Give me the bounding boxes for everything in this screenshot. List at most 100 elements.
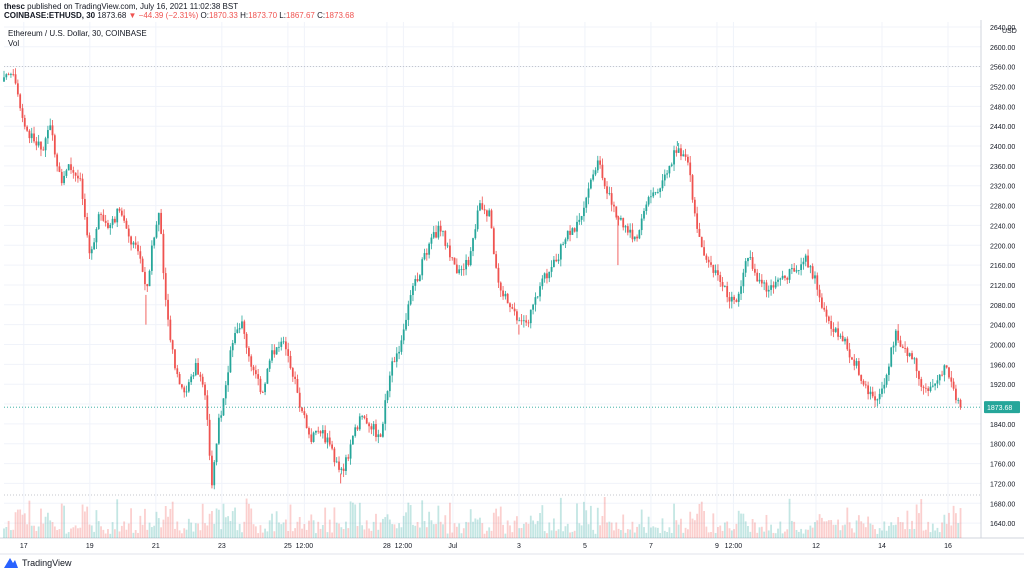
- candle-body: [726, 285, 729, 298]
- candle-body: [631, 229, 634, 240]
- volume-bar: [640, 509, 643, 538]
- close-value: 1873.68: [325, 11, 355, 20]
- candle-body: [67, 164, 70, 171]
- candle-body: [266, 368, 269, 384]
- volume-bar: [613, 530, 615, 538]
- volume-bar: [7, 520, 10, 538]
- volume-bar: [215, 508, 218, 538]
- x-tick-label: 23: [218, 543, 226, 550]
- volume-bar: [802, 533, 805, 538]
- volume-bar: [666, 532, 669, 538]
- candle-body: [728, 297, 731, 302]
- candle-body: [950, 377, 953, 382]
- volume-bar: [784, 531, 786, 538]
- volume-bar: [160, 527, 163, 538]
- candle-body: [931, 385, 934, 387]
- y-tick-label: 1680.00: [990, 501, 1015, 508]
- volume-bar: [705, 526, 708, 538]
- volume-bar: [677, 524, 680, 538]
- volume-bar: [573, 530, 576, 538]
- volume-bar: [700, 501, 703, 538]
- volume-bar: [502, 524, 504, 538]
- volume-bar: [860, 521, 863, 538]
- candle-body: [793, 268, 796, 272]
- candle-body: [194, 362, 197, 376]
- volume-bar: [16, 509, 19, 538]
- candle-body: [229, 350, 232, 373]
- candle-body: [453, 257, 456, 265]
- volume-bar: [400, 527, 403, 538]
- volume-bar: [834, 524, 837, 538]
- volume-bar: [800, 528, 803, 538]
- candle-body: [578, 219, 581, 222]
- volume-bar: [386, 514, 389, 538]
- candle-body: [897, 330, 900, 341]
- candle-body: [904, 348, 906, 349]
- candle-body: [206, 395, 209, 420]
- candle-body: [730, 296, 733, 302]
- volume-bar: [185, 529, 188, 538]
- candle-body: [821, 297, 823, 308]
- candle-body: [518, 320, 521, 322]
- footer[interactable]: TradingView: [4, 558, 72, 568]
- candle-body: [596, 160, 599, 171]
- volume-bar: [897, 517, 900, 538]
- candle-body: [689, 162, 692, 176]
- candle-body: [7, 74, 10, 76]
- candle-body: [848, 349, 851, 358]
- volume-bar: [654, 527, 657, 538]
- published-text: published on TradingView.com, July 16, 2…: [27, 2, 239, 11]
- volume-bar: [578, 523, 581, 538]
- candle-body: [435, 232, 437, 238]
- volume-bar: [116, 499, 119, 538]
- volume-bar: [922, 530, 925, 538]
- candle-body: [784, 275, 786, 278]
- volume-bar: [583, 501, 585, 538]
- candle-body: [476, 210, 479, 230]
- candle-body: [825, 309, 828, 317]
- candle-body: [331, 444, 333, 449]
- volume-bar: [522, 523, 525, 538]
- volume-bar: [631, 521, 634, 538]
- candle-body: [645, 204, 648, 212]
- candle-body: [95, 228, 98, 243]
- candle-body: [684, 154, 687, 157]
- volume-bar: [287, 530, 290, 538]
- candle-body: [488, 210, 491, 217]
- volume-bar: [229, 520, 232, 538]
- volume-bar: [49, 520, 52, 538]
- candle-body: [65, 170, 68, 176]
- candle-body: [529, 309, 532, 324]
- candle-body: [132, 242, 135, 245]
- volume-bar: [183, 528, 186, 538]
- candle-body: [804, 255, 807, 262]
- candle-body: [439, 225, 442, 232]
- volume-bar: [756, 532, 759, 538]
- volume-bar: [733, 529, 736, 538]
- candle-body: [326, 437, 329, 443]
- low-value: 1867.67: [285, 11, 315, 20]
- candle-body: [610, 193, 613, 205]
- candle-body: [816, 275, 819, 290]
- volume-bar: [663, 530, 666, 538]
- volume-bar: [832, 524, 835, 538]
- candle-body: [811, 266, 814, 279]
- volume-bar: [485, 530, 488, 538]
- volume-bar: [675, 520, 678, 538]
- x-tick-label: 12: [812, 543, 820, 550]
- volume-bar: [231, 511, 234, 538]
- volume-bar: [899, 521, 902, 538]
- volume-bar: [844, 524, 846, 538]
- candle-body: [190, 376, 193, 383]
- candle-body: [282, 341, 285, 343]
- volume-bar: [435, 523, 437, 538]
- candle-body: [398, 351, 400, 354]
- volume-bar: [481, 523, 484, 538]
- volume-bar: [737, 510, 740, 538]
- volume-bar: [754, 522, 756, 538]
- candle-body: [33, 133, 35, 142]
- volume-bar: [659, 533, 662, 538]
- volume-bar: [444, 515, 447, 538]
- candle-body: [107, 222, 109, 228]
